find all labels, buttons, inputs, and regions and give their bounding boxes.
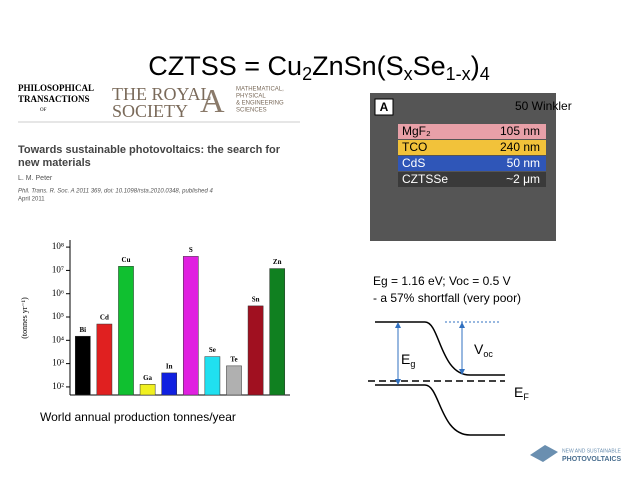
ef-label-main: E (514, 384, 523, 400)
title-part: Se (413, 51, 446, 81)
layer-name: CZTSSe (402, 172, 448, 186)
layer-thickness: 240 nm (500, 140, 540, 154)
paper-citation: April 2011 (18, 197, 45, 203)
journal-header (18, 84, 298, 122)
eg-label-main: E (401, 351, 410, 367)
journal-field: & ENGINEERING (236, 101, 284, 107)
y-tick-label: 10⁵ (52, 311, 64, 321)
bar-label: In (166, 362, 173, 370)
eg-label-sub: g (410, 359, 415, 369)
journal-letter: A (200, 83, 225, 120)
layer-thickness: 105 nm (500, 124, 540, 138)
title-subscript: x (404, 64, 413, 84)
bar (118, 266, 134, 396)
reference: 50 Winkler (515, 99, 572, 113)
logo-icon (530, 445, 558, 462)
note: Eg = 1.16 eV; Voc = 0.5 V (373, 274, 511, 288)
y-tick-label: 10⁷ (52, 264, 64, 274)
journal-field: PHYSICAL (236, 94, 266, 100)
stack-letter: A (380, 100, 389, 114)
bar-label: Ga (143, 374, 152, 382)
paper-title: new materials (18, 157, 91, 169)
bar (269, 268, 286, 396)
ef-label: EF (514, 384, 529, 403)
logo-text: PHOTOVOLTAICS (562, 456, 621, 463)
paper-author: L. M. Peter (18, 175, 53, 182)
paper-citation: Phil. Trans. R. Soc. A 2011 369, doi: 10… (18, 189, 213, 195)
journal-name: TRANSACTIONS (18, 94, 90, 104)
stack-letter-box (374, 98, 394, 116)
caption: World annual production tonnes/year (40, 410, 236, 424)
y-tick-label: 10⁴ (52, 334, 64, 344)
title-subscript: 2 (302, 64, 312, 84)
bar-label: Cu (122, 256, 131, 264)
bar (74, 335, 91, 396)
title-subscript: 1-x (446, 64, 471, 84)
layer (398, 124, 546, 139)
ef-label-sub: F (523, 392, 529, 402)
bar-label: Sn (252, 296, 260, 304)
layer (398, 172, 546, 187)
y-axis-label: (tonnes yr⁻¹) (20, 297, 29, 339)
valence-band (375, 384, 505, 436)
title-subscript: 4 (480, 64, 490, 84)
bar-label: Se (209, 346, 216, 354)
logo-text: NEW AND SUSTAINABLE (562, 448, 621, 454)
title-part: CZTSS = Cu (148, 51, 302, 81)
conduction-band (375, 321, 505, 376)
layer (398, 140, 546, 155)
journal-field: MATHEMATICAL, (236, 87, 284, 93)
layer-thickness: 50 nm (507, 156, 540, 170)
journal-field: SCIENCES (236, 108, 267, 114)
y-tick-label: 10² (52, 381, 64, 391)
bar-label: Cd (100, 314, 109, 322)
bar (139, 384, 156, 396)
journal-name: OF (40, 108, 47, 113)
title-part: ZnSn(S (312, 51, 404, 81)
layer (398, 156, 546, 171)
paper-title: Towards sustainable photovoltaics: the s… (18, 144, 281, 156)
bar-label: Te (230, 355, 237, 363)
bar-label: Zn (273, 258, 282, 266)
slide-title: CZTSS = Cu2ZnSn(SxSe1-x)4 (148, 51, 489, 84)
layer-thickness: ~2 μm (506, 172, 540, 186)
bar (226, 365, 242, 396)
layer-name: MgF₂ (402, 124, 431, 138)
layer-name: CdS (402, 156, 425, 170)
bar (204, 356, 221, 396)
eg-label: Eg (401, 351, 415, 370)
bar-label: Bi (79, 326, 86, 334)
layer-name: TCO (402, 140, 427, 154)
voc-label-main: V (474, 341, 484, 357)
journal-name: PHILOSOPHICAL (18, 83, 94, 93)
y-tick-label: 10⁶ (52, 288, 64, 298)
bar (182, 256, 199, 396)
journal-name: THE ROYAL (112, 84, 212, 104)
bar (161, 372, 178, 396)
bar (247, 305, 264, 396)
note: - a 57% shortfall (very poor) (373, 291, 521, 305)
journal-name: SOCIETY (112, 101, 188, 121)
bar-chart: (tonnes yr⁻¹) 10² 10³ 10⁴ 10⁵ 10⁶ 10⁷ 10⁸ Bi Cd C… (20, 240, 290, 396)
title-part: ) (471, 51, 480, 81)
y-tick-label: 10⁸ (52, 241, 64, 251)
voc-label-sub: oc (483, 349, 493, 359)
bar (96, 323, 113, 396)
y-tick-label: 10³ (52, 358, 64, 368)
bar-label: S (189, 246, 193, 254)
voc-label: Voc (474, 341, 493, 360)
